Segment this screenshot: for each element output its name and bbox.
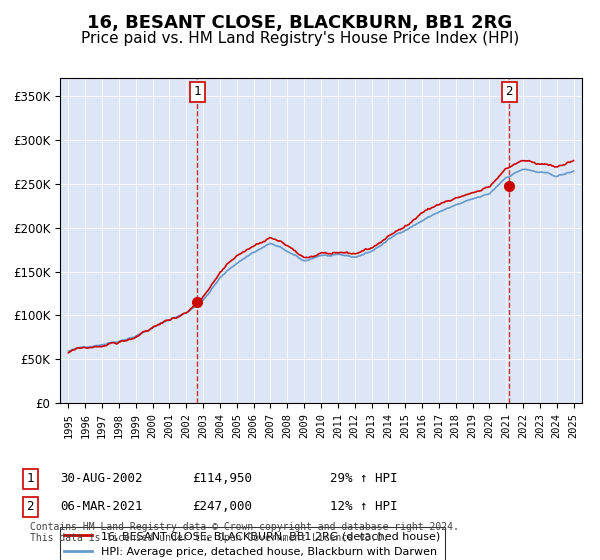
Text: 1: 1 — [26, 472, 34, 486]
Text: £114,950: £114,950 — [192, 472, 252, 486]
Text: 06-MAR-2021: 06-MAR-2021 — [60, 500, 143, 514]
Text: Contains HM Land Registry data © Crown copyright and database right 2024.
This d: Contains HM Land Registry data © Crown c… — [30, 521, 459, 543]
Text: 2: 2 — [505, 85, 513, 99]
Text: 2: 2 — [26, 500, 34, 514]
Text: 30-AUG-2002: 30-AUG-2002 — [60, 472, 143, 486]
Text: 12% ↑ HPI: 12% ↑ HPI — [330, 500, 398, 514]
Legend: 16, BESANT CLOSE, BLACKBURN, BB1 2RG (detached house), HPI: Average price, detac: 16, BESANT CLOSE, BLACKBURN, BB1 2RG (de… — [60, 526, 445, 560]
Text: £247,000: £247,000 — [192, 500, 252, 514]
Text: 16, BESANT CLOSE, BLACKBURN, BB1 2RG: 16, BESANT CLOSE, BLACKBURN, BB1 2RG — [88, 14, 512, 32]
Text: Price paid vs. HM Land Registry's House Price Index (HPI): Price paid vs. HM Land Registry's House … — [81, 31, 519, 46]
Text: 29% ↑ HPI: 29% ↑ HPI — [330, 472, 398, 486]
Text: 1: 1 — [194, 85, 201, 99]
